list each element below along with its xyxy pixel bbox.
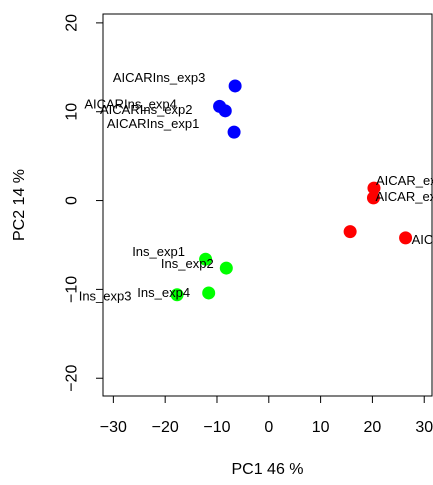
point-label: AICARIns_exp4 (84, 96, 177, 111)
data-points (170, 79, 413, 302)
x-tick-label: −30 (100, 419, 127, 436)
data-point (170, 288, 184, 302)
data-point (202, 286, 216, 300)
point-label: AICARIns_exp1 (107, 116, 200, 131)
x-tick-label: −20 (152, 419, 179, 436)
x-tick-label: 10 (312, 419, 330, 436)
data-point (218, 104, 232, 118)
plot-frame (102, 13, 433, 397)
x-tick-label: −10 (203, 419, 230, 436)
point-label: AICARIns_exp3 (113, 70, 206, 85)
x-tick-label: 0 (264, 419, 273, 436)
data-point (399, 231, 413, 245)
plot-box (102, 13, 433, 397)
point-label: AICAR_exp (375, 189, 433, 204)
data-point (227, 125, 241, 139)
y-tick-label: −20 (64, 365, 81, 392)
data-point (228, 79, 242, 93)
point-labels: AICARIns_exp3AICARIns_exp4AICARIns_exp2A… (79, 70, 433, 304)
x-axis: −30 −20 −10 0 10 20 30 (100, 396, 433, 436)
data-point (343, 225, 357, 239)
point-label: Ins_exp2 (161, 256, 214, 271)
y-axis-title: PC2 14 % (11, 169, 28, 241)
y-tick-label: 20 (64, 14, 81, 32)
point-label: Ins_exp1 (132, 244, 185, 259)
y-tick-label: −10 (64, 276, 81, 303)
data-point (219, 261, 233, 275)
point-label: Ins_exp4 (137, 285, 190, 300)
x-axis-title: PC1 46 % (231, 461, 303, 478)
point-label: Ins_exp3 (79, 289, 132, 304)
point-label: AICARIns_exp2 (100, 102, 193, 117)
point-label: AICAR_exp (412, 232, 433, 247)
point-label: AICAR_exp (376, 173, 433, 188)
x-tick-label: 20 (364, 419, 382, 436)
y-tick-label: 0 (64, 196, 81, 205)
data-point (199, 252, 213, 266)
data-point (367, 181, 381, 195)
y-axis: −20 −10 0 10 20 (64, 14, 103, 392)
y-tick-label: 10 (64, 103, 81, 121)
data-point (366, 191, 380, 205)
x-tick-label: 30 (415, 419, 433, 436)
